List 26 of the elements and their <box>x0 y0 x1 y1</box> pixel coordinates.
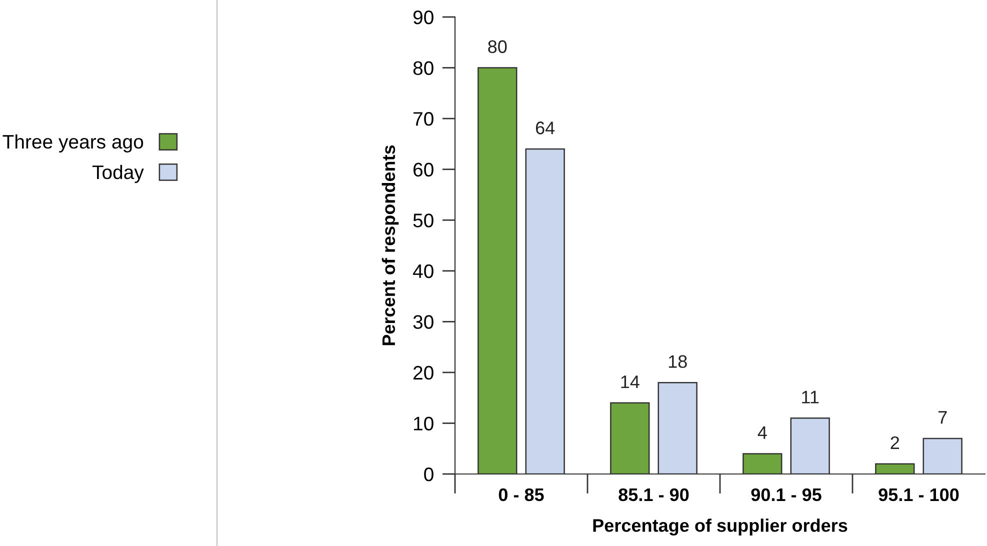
data-label: 14 <box>621 376 640 388</box>
y-tick-label: 40 <box>412 264 434 278</box>
data-label: 11 <box>802 390 819 404</box>
x-tick-label: 95.1 - 100 <box>878 488 959 502</box>
y-tick-label: 70 <box>414 112 434 126</box>
x-tick-label: 0 - 85 <box>498 488 544 502</box>
y-tick-label: 20 <box>414 366 434 380</box>
data-label: 64 <box>536 122 555 134</box>
data-label: 80 <box>488 40 507 54</box>
legend-label: Three years ago <box>2 134 144 153</box>
y-tick-label: 50 <box>413 214 434 228</box>
y-axis-title: Percent of respondents <box>382 145 399 346</box>
y-tick-label: 90 <box>413 10 434 24</box>
y-tick-label: 30 <box>413 315 434 329</box>
data-label: 4 <box>758 426 767 439</box>
x-tick-label: 85.1 - 90 <box>618 488 689 502</box>
data-label: 2 <box>890 436 900 449</box>
data-label: 18 <box>668 355 687 368</box>
x-tick-label: 90.1 - 95 <box>751 488 822 502</box>
data-label: 7 <box>938 411 947 424</box>
y-tick-label: 60 <box>414 162 434 177</box>
x-axis-title: Percentage of supplier orders <box>593 518 848 536</box>
y-tick-label: 10 <box>414 416 434 430</box>
legend-label: Today <box>92 164 144 183</box>
y-tick-label: 80 <box>413 61 434 76</box>
y-tick-label: 0 <box>424 467 434 482</box>
